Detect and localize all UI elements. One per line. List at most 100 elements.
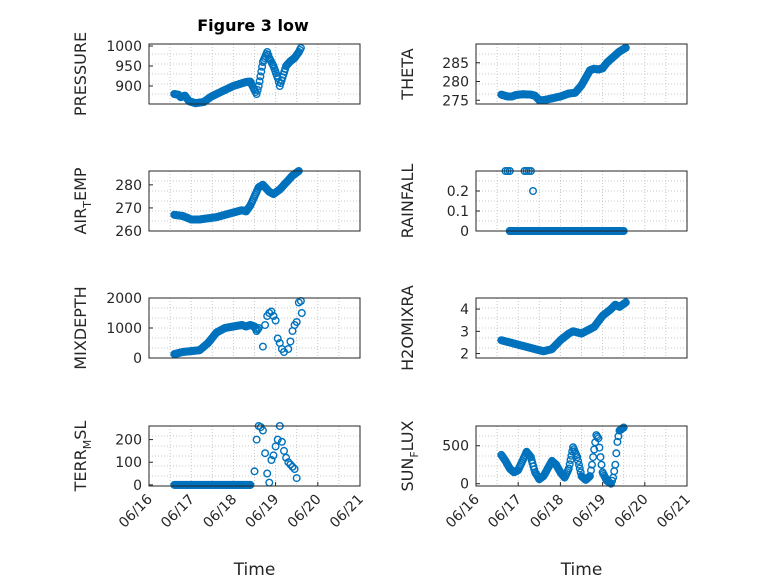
data-point: [256, 72, 265, 81]
data-point: [297, 309, 306, 318]
data-point: [271, 442, 280, 451]
ytick-label: 4: [460, 302, 469, 318]
y-axis-label-subscript: M: [81, 440, 94, 450]
ytick-label: 0.1: [447, 204, 469, 220]
y-axis-label-text: AIR: [71, 208, 90, 235]
data-point: [589, 453, 598, 462]
ytick-label: 3: [460, 324, 469, 340]
data-point: [258, 342, 267, 351]
data-markers: [170, 166, 303, 224]
data-point: [286, 460, 295, 469]
data-point: [564, 464, 573, 473]
ytick-label: 0: [133, 478, 142, 494]
data-point: [288, 462, 297, 471]
data-markers: [170, 297, 306, 359]
ytick-label: 270: [115, 201, 142, 217]
data-point: [261, 449, 270, 458]
y-axis-label: TERRMSL: [71, 421, 94, 493]
grid-lines: [149, 426, 360, 486]
data-point: [575, 464, 584, 473]
y-axis-label: RAINFALL: [398, 164, 417, 239]
ytick-label: 275: [442, 93, 469, 109]
axes-frame: [148, 43, 361, 105]
y-axis-label: SUNFLUX: [398, 420, 421, 491]
data-point: [619, 423, 628, 432]
data-point: [253, 85, 262, 94]
y-axis-label-text: RAINFALL: [398, 164, 417, 239]
data-point: [284, 345, 293, 354]
xtick-label: 06/21: [327, 492, 367, 532]
data-point: [292, 318, 301, 327]
data-point: [269, 312, 278, 321]
data-point: [292, 474, 301, 483]
data-point: [265, 478, 274, 487]
xtick-label: 06/19: [243, 492, 283, 532]
xtick-label: 06/21: [654, 492, 694, 532]
xtick-label: 06/18: [200, 492, 240, 532]
axes-frame: [475, 43, 688, 105]
data-point: [254, 81, 263, 90]
y-axis-label: H2OMIXRA: [398, 285, 417, 371]
y-axis-label-text: THETA: [398, 48, 417, 100]
subplot-sun_flux: 0 500 06/16 06/17 06/18 06/19 06/20 06/21 SUNFLU…: [398, 420, 694, 580]
data-point: [593, 432, 602, 441]
data-point: [269, 451, 278, 460]
y-axis-label: THETA: [398, 48, 417, 100]
axes-frame: [148, 297, 361, 359]
y-axis-label: MIXDEPTH: [71, 286, 90, 369]
xtick-label: 06/19: [570, 492, 610, 532]
data-point: [277, 437, 286, 446]
subplot-terr_msl: 0 100 200 06/16 06/17 06/18 06/19 06/20 06/21 TER…: [71, 421, 367, 580]
data-point: [267, 307, 276, 316]
data-point: [573, 453, 582, 462]
y-axis-label-text: PRESSURE: [71, 32, 90, 116]
data-point: [290, 465, 299, 474]
data-point: [273, 334, 282, 343]
data-point: [271, 316, 280, 325]
data-point: [565, 460, 574, 469]
data-point: [254, 324, 263, 333]
data-markers: [497, 43, 630, 105]
x-axis-label: Time: [560, 560, 603, 580]
y-axis-label-text: TERR: [71, 449, 90, 492]
data-point: [529, 186, 538, 195]
data-point: [282, 453, 291, 462]
data-point: [286, 337, 295, 346]
axes-frame: [148, 425, 361, 487]
data-point: [261, 321, 270, 330]
data-markers: [497, 423, 628, 488]
ytick-label: 500: [442, 439, 469, 455]
data-point: [284, 458, 293, 467]
data-point: [263, 469, 272, 478]
data-point: [250, 467, 259, 476]
xtick-label: 06/20: [612, 492, 652, 532]
subplot-rainfall: 0 0.1 0.2 RAINFALL: [398, 164, 688, 240]
grid-lines: [476, 298, 687, 358]
y-axis-label-rest: EMP: [71, 167, 90, 201]
ytick-label: 0: [460, 224, 469, 240]
data-point: [296, 297, 305, 306]
ytick-label: 0: [133, 351, 142, 367]
y-axis-label-text: MIXDEPTH: [71, 286, 90, 369]
ytick-label: 0: [460, 477, 469, 493]
data-point: [252, 89, 261, 98]
data-point: [575, 460, 584, 469]
xtick-label: 06/18: [527, 492, 567, 532]
data-point: [595, 443, 604, 452]
y-axis-label-text: H2OMIXRA: [398, 285, 417, 371]
y-axis-label-rest: SL: [71, 421, 90, 440]
subplot-air_temp: 260 270 280 AIRTEMP: [71, 166, 361, 240]
ytick-label: 950: [115, 59, 142, 75]
ytick-label: 0.2: [447, 184, 469, 200]
axes-frame: [475, 297, 688, 359]
ytick-label: 285: [442, 56, 469, 72]
data-point: [613, 437, 622, 446]
data-point: [296, 44, 305, 53]
xtick-label: 06/16: [116, 491, 156, 531]
data-point: [585, 472, 594, 481]
xtick-label: 06/17: [485, 492, 525, 532]
data-point: [574, 456, 583, 465]
subplot-theta: 275 280 285 THETA: [398, 43, 688, 109]
data-point: [267, 456, 276, 465]
